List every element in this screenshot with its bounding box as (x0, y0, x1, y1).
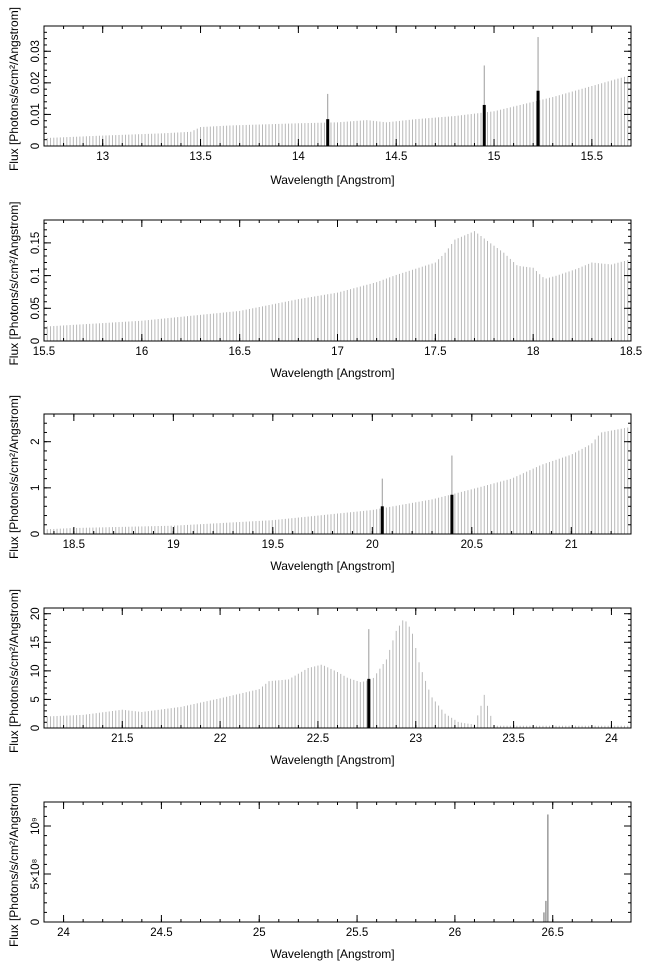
y-axis-label: Flux [Photons/s/cm²/Angstrom] (7, 395, 21, 559)
line-bar (536, 90, 540, 146)
panel-5: 24 24.5 25 25.5 26 26.5 0 5×10⁸ 10⁹ Wavelength [A… (7, 783, 632, 961)
line-bar (380, 506, 384, 534)
x-tick-label: 13 (96, 151, 109, 163)
y-axis-label: Flux [Photons/s/cm²/Angstrom] (7, 589, 21, 753)
y-tick-label: 5×10⁸ (30, 858, 42, 889)
x-axis-label: Wavelength [Angstrom] (270, 173, 394, 187)
y-tick-label: 0.15 (30, 232, 42, 254)
x-tick-label: 16 (135, 346, 148, 358)
x-tick-label: 17 (331, 346, 344, 358)
y-tick-label: 20 (30, 607, 42, 620)
y-tick-label: 0 (30, 531, 42, 537)
y-tick-label: 10⁹ (30, 817, 42, 835)
x-tick-label: 18 (527, 346, 540, 358)
panel-4: 21.5 22 22.5 23 23.5 24 0 5 10 15 20 Wavelength [An… (7, 589, 632, 767)
x-tick-label: 17.5 (424, 346, 446, 358)
continuum-bars (43, 231, 632, 341)
x-tick-label: 24 (605, 733, 618, 745)
x-axis-label: Wavelength [Angstrom] (270, 947, 394, 961)
y-tick-label: 1 (30, 485, 42, 491)
y-tick-label: 5 (30, 696, 42, 702)
panel-3: 18.5 19 19.5 20 20.5 21 0 1 2 Wavelength [Angstro… (7, 395, 632, 573)
x-tick-label: 18.5 (620, 346, 642, 358)
x-tick-label: 19.5 (262, 539, 284, 551)
continuum-bars (43, 620, 632, 728)
x-tick-label: 22 (214, 733, 227, 745)
x-tick-label: 24.5 (150, 927, 172, 939)
x-axis-label: Wavelength [Angstrom] (270, 366, 394, 380)
line-bar (367, 678, 371, 728)
x-tick-label: 20.5 (461, 539, 483, 551)
line-bar (450, 494, 454, 534)
x-tick-label: 13.5 (189, 151, 211, 163)
continuum-bars (43, 426, 632, 534)
y-axis-label: Flux [Photons/s/cm²/Angstrom] (7, 201, 21, 365)
x-tick-label: 23.5 (502, 733, 524, 745)
x-tick-label: 26 (449, 927, 462, 939)
y-tick-label: 0 (30, 338, 42, 344)
x-tick-label: 16.5 (228, 346, 250, 358)
y-tick-label: 0.01 (30, 103, 42, 125)
x-tick-label: 15 (488, 151, 501, 163)
x-tick-label: 15.5 (581, 151, 603, 163)
y-tick-label: 0 (30, 919, 42, 925)
y-tick-label: 0.03 (30, 40, 42, 62)
y-tick-label: 0.02 (30, 72, 42, 94)
line-bar (482, 104, 486, 146)
y-tick-label: 0 (30, 725, 42, 731)
x-tick-label: 21.5 (111, 733, 133, 745)
line-bar (326, 119, 330, 146)
x-tick-label: 15.5 (33, 346, 55, 358)
plot-frame (43, 413, 632, 535)
y-tick-label: 0 (30, 143, 42, 149)
x-tick-label: 24 (57, 927, 70, 939)
x-tick-label: 20 (366, 539, 379, 551)
x-axis-label: Wavelength [Angstrom] (270, 753, 394, 767)
y-axis-label: Flux [Photons/s/cm²/Angstrom] (7, 7, 21, 171)
x-tick-label: 14.5 (385, 151, 407, 163)
y-tick-label: 0.1 (30, 268, 42, 284)
x-tick-label: 18.5 (63, 539, 85, 551)
y-tick-label: 10 (30, 664, 42, 677)
x-tick-label: 22.5 (307, 733, 329, 745)
plot-frame (43, 801, 632, 923)
continuum-bars (43, 74, 632, 146)
x-tick-label: 19 (167, 539, 180, 551)
y-tick-label: 0.05 (30, 297, 42, 319)
y-axis-label: Flux [Photons/s/cm²/Angstrom] (7, 783, 21, 947)
x-tick-label: 25 (253, 927, 266, 939)
panel-1: 13 13.5 14 14.5 15 15.5 0 0.01 0.02 0.03 Wavelengt… (7, 7, 632, 187)
y-tick-label: 15 (30, 636, 42, 649)
x-tick-label: 14 (292, 151, 305, 163)
x-tick-label: 25.5 (346, 927, 368, 939)
x-tick-label: 21 (565, 539, 578, 551)
x-axis-label: Wavelength [Angstrom] (270, 559, 394, 573)
x-tick-label: 23 (409, 733, 422, 745)
panel-2: 15.5 16 16.5 17 17.5 18 18.5 0 0.05 0.1 0.15 Wavele… (7, 201, 642, 380)
y-tick-label: 2 (30, 438, 42, 444)
x-tick-label: 26.5 (542, 927, 564, 939)
